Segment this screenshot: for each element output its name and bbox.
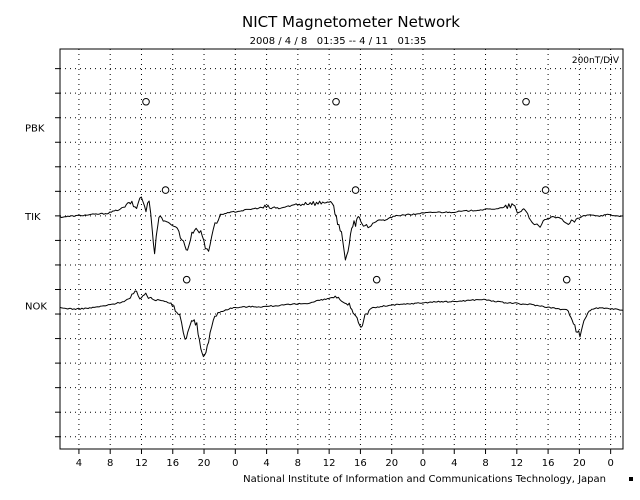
x-tick-label: 8 xyxy=(295,458,301,469)
x-tick-label: 16 xyxy=(542,458,555,469)
x-tick-label: 0 xyxy=(607,458,613,469)
x-tick-label: 4 xyxy=(451,458,457,469)
x-tick-label: 20 xyxy=(198,458,211,469)
credit-line: National Institute of Information and Co… xyxy=(243,474,606,485)
local-midnight-marker xyxy=(522,97,530,106)
local-midnight-marker xyxy=(332,97,340,106)
x-tick-label: 12 xyxy=(510,458,523,469)
x-tick-label: 12 xyxy=(323,458,336,469)
local-midnight-marker xyxy=(562,275,571,284)
corner-mark xyxy=(629,477,633,481)
local-midnight-marker xyxy=(351,186,360,194)
date-range-subtitle: 2008 / 4 / 8 01:35 -- 4 / 11 01:35 xyxy=(250,36,427,47)
plot-frame xyxy=(59,48,624,450)
x-tick-label: 16 xyxy=(166,458,179,469)
x-tick-label: 8 xyxy=(482,458,488,469)
axis-ticks: 4 8 12 16 20 0 4 8 12 16 20 0 4 8 12 16 20 0 xyxy=(55,68,614,469)
grid-lines xyxy=(60,49,623,449)
local-midnight-marker xyxy=(372,275,381,284)
local-midnight-marker xyxy=(161,186,170,194)
chart-title: NICT Magnetometer Network xyxy=(242,13,460,31)
local-midnight-marker xyxy=(142,97,150,106)
series-label: TIK xyxy=(24,212,41,223)
x-tick-label: 4 xyxy=(263,458,269,469)
local-midnight-marker xyxy=(182,275,191,284)
series-label: PBK xyxy=(25,124,45,135)
x-tick-label: 16 xyxy=(354,458,367,469)
x-tick-label: 20 xyxy=(573,458,586,469)
x-tick-label: 12 xyxy=(135,458,148,469)
series-line xyxy=(59,290,624,358)
x-tick-label: 0 xyxy=(420,458,426,469)
local-midnight-marker xyxy=(541,186,550,194)
x-tick-label: 4 xyxy=(76,458,82,469)
scale-label: 200nT/DIV xyxy=(572,56,620,66)
x-tick-label: 0 xyxy=(232,458,238,469)
x-tick-label: 20 xyxy=(385,458,398,469)
series-line xyxy=(59,196,624,261)
series-label: NOK xyxy=(25,301,47,312)
series-group: PBK TIK NOK xyxy=(24,97,624,358)
x-tick-label: 8 xyxy=(107,458,113,469)
